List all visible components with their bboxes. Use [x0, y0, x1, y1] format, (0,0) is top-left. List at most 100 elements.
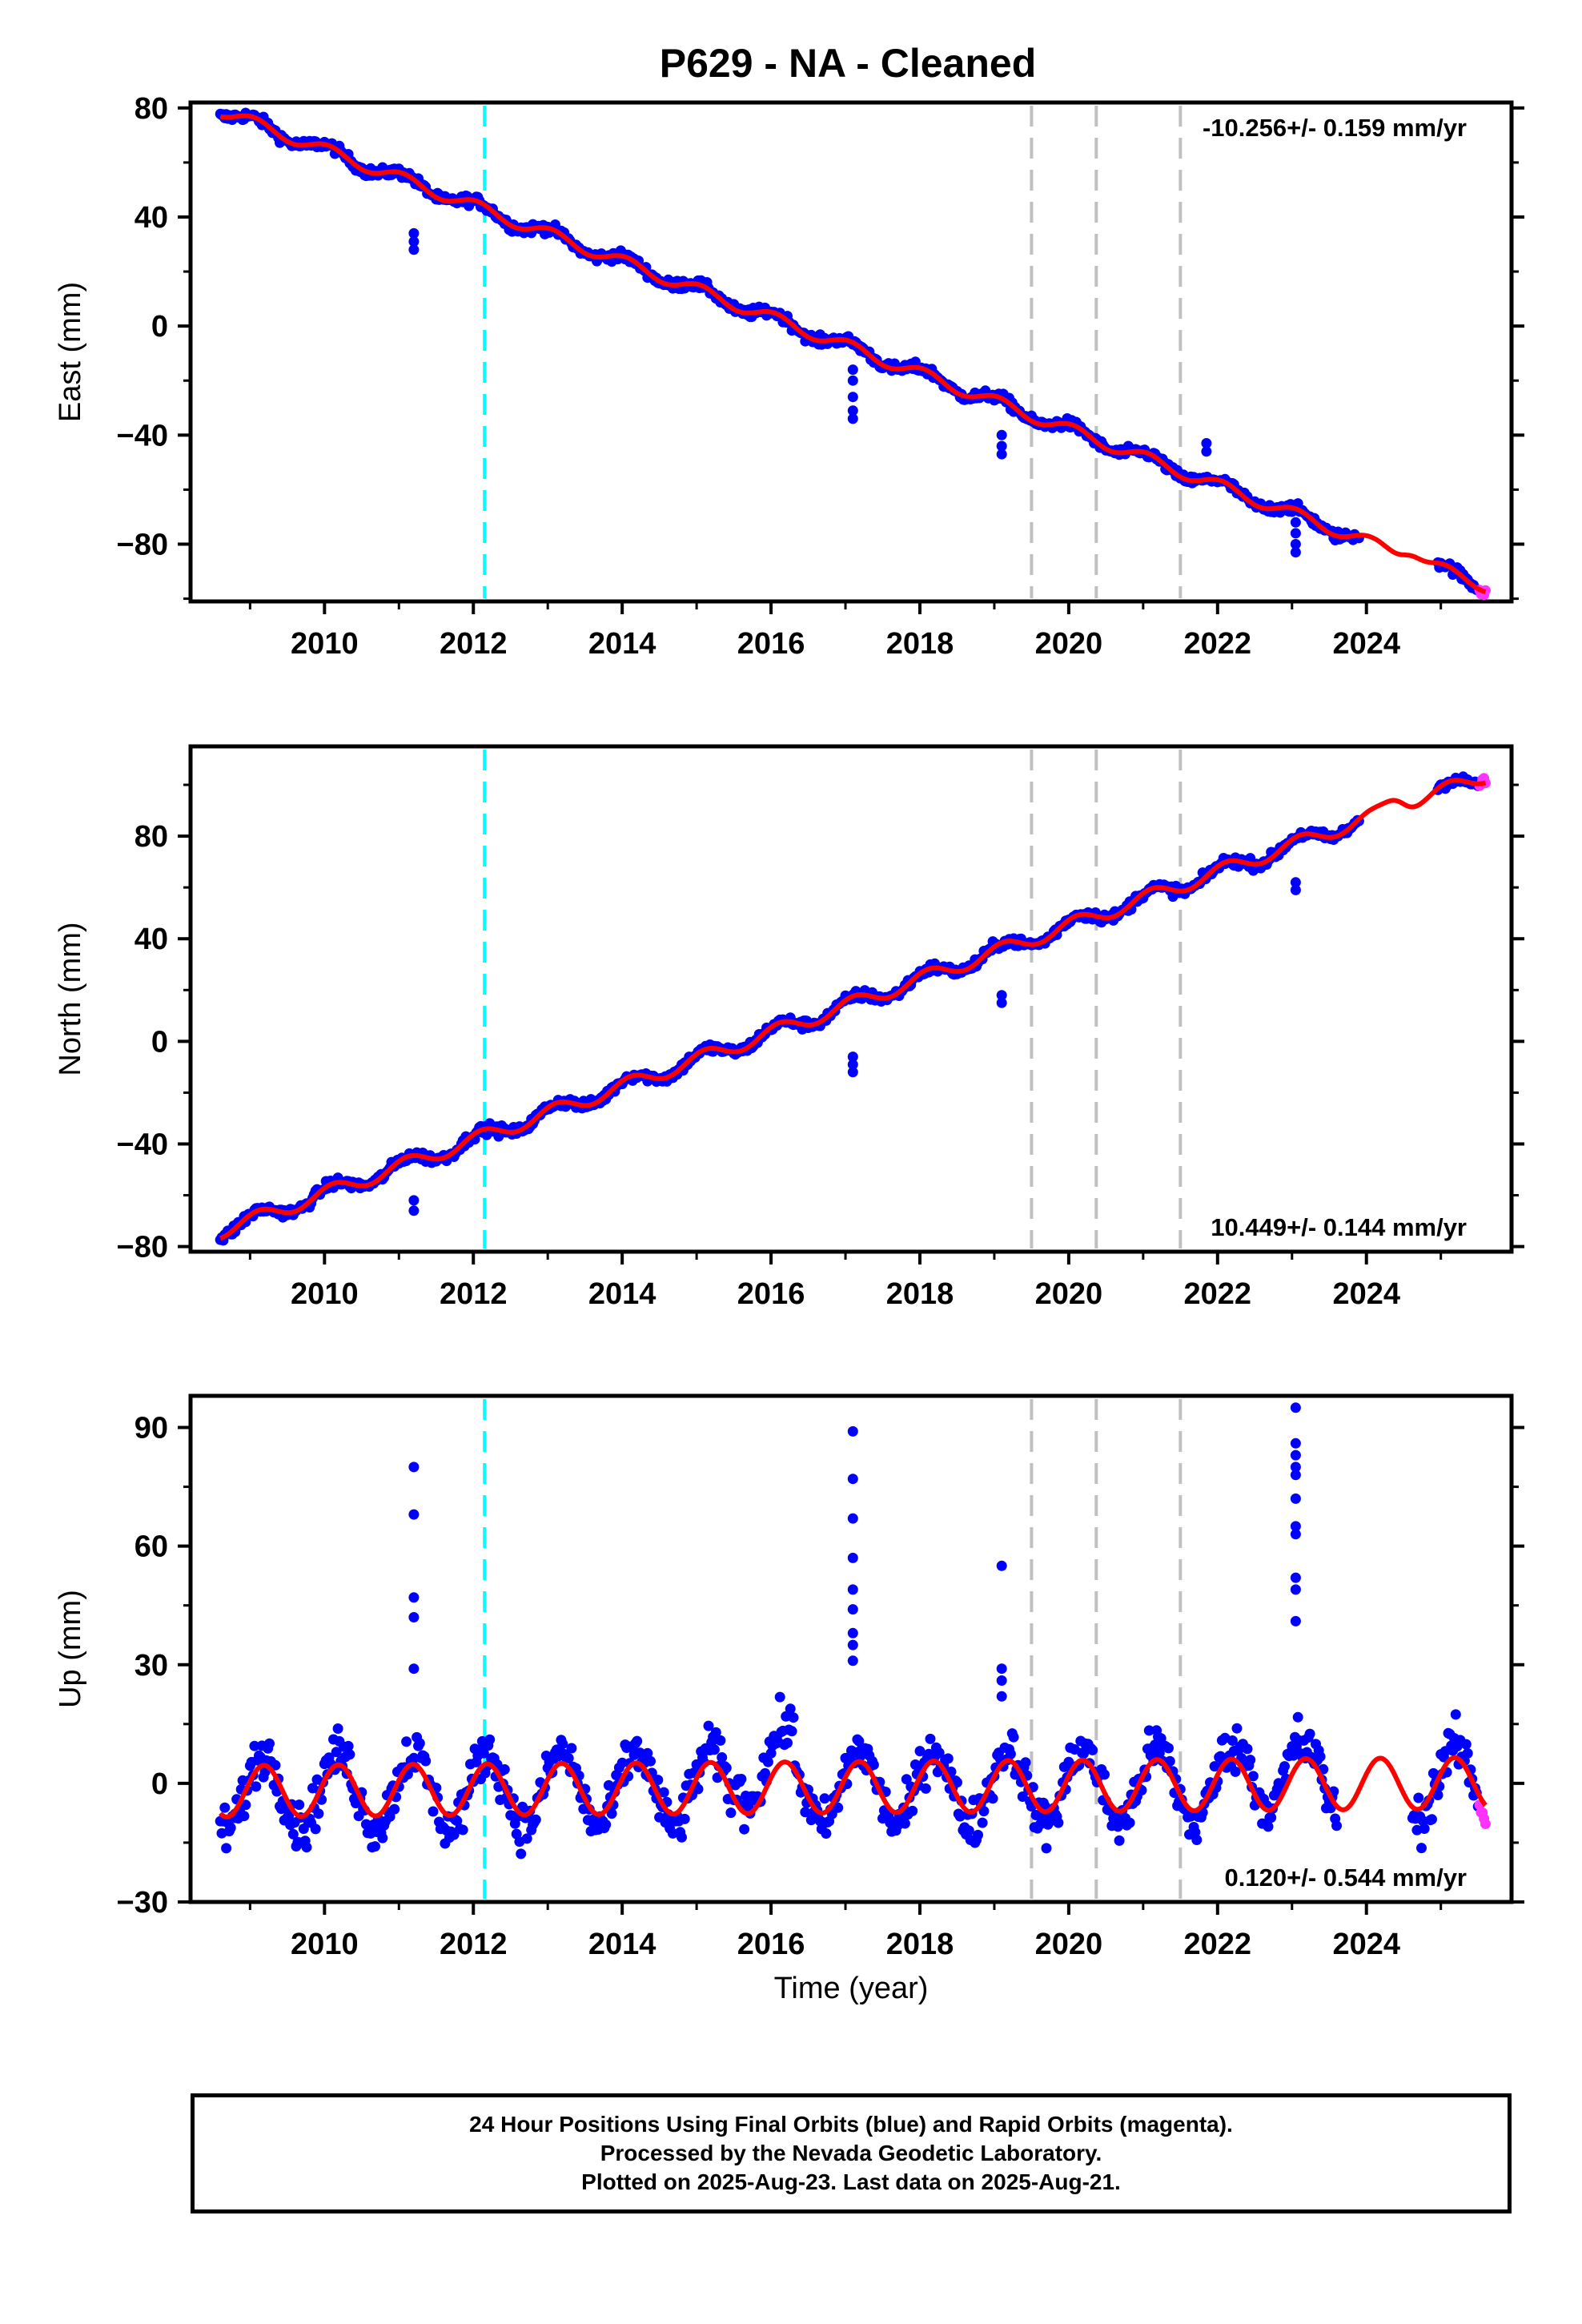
outlier-point [408, 1592, 420, 1603]
final-orbit-point [760, 1767, 771, 1779]
model-curve [219, 1755, 1488, 1819]
x-tick-label: 2016 [737, 1277, 805, 1311]
outlier-point [847, 1655, 858, 1667]
outlier-point [996, 1691, 1007, 1702]
plot-frame [188, 1393, 1514, 1904]
final-orbit-point [298, 1823, 309, 1835]
y-tick-label: −40 [117, 419, 168, 452]
outlier-point [996, 448, 1007, 460]
final-orbit-point [709, 1744, 720, 1755]
x-axis-label: Time (year) [774, 1972, 929, 2005]
final-orbit-point [1020, 1757, 1031, 1768]
final-orbit-point [600, 1819, 612, 1830]
x-tick-label: 2022 [1184, 1928, 1252, 1961]
final-orbit-point [521, 1833, 532, 1844]
outlier-point [847, 1604, 858, 1615]
final-orbit-point [249, 1740, 260, 1751]
final-orbit-point [1191, 1835, 1203, 1845]
y-axis-label: Up (mm) [54, 1590, 87, 1708]
outlier-point [847, 1067, 858, 1078]
final-orbit-point [563, 1753, 574, 1763]
outlier-point [408, 1663, 420, 1675]
final-orbit-point [251, 1781, 262, 1792]
x-tick-label: 2024 [1332, 1277, 1400, 1311]
outlier-point [408, 1509, 420, 1520]
caption-line-1: 24 Hour Positions Using Final Orbits (bl… [469, 2112, 1233, 2137]
outlier-point [1290, 1615, 1301, 1626]
outlier-point [847, 1513, 858, 1524]
outlier-point [1290, 517, 1301, 528]
outlier-point [408, 244, 420, 255]
final-orbit-point [566, 1743, 577, 1754]
final-orbit-point [973, 1829, 983, 1840]
final-orbit-point [1416, 1843, 1427, 1854]
final-orbit-point [715, 1735, 726, 1746]
final-orbit-point [219, 1802, 231, 1813]
final-orbit-point [452, 1815, 463, 1827]
panel-east: 80 40 0 −40 −80 2010 2012 2014 2016 2018 2020 2022 2… [54, 92, 1524, 661]
x-tick-label: 2010 [291, 1277, 359, 1311]
outlier-point [408, 1462, 420, 1473]
outlier-point [1290, 1449, 1301, 1461]
outlier-point [1290, 547, 1301, 558]
final-orbit-point [710, 1727, 721, 1738]
final-orbit-point [632, 1735, 643, 1747]
y-tick-label: 80 [135, 820, 168, 854]
x-tick-label: 2020 [1035, 1928, 1103, 1961]
final-orbit-point [1114, 1835, 1125, 1846]
final-orbit-point [1005, 1748, 1016, 1759]
panels: 80 40 0 −40 −80 2010 2012 2014 2016 2018 2020 2022 2… [54, 92, 1524, 1961]
velocity-annotation: 10.449+/- 0.144 mm/yr [1211, 1213, 1467, 1241]
y-tick-label: 90 [135, 1412, 168, 1445]
outlier-point [847, 1552, 858, 1563]
final-orbit-point [557, 1739, 568, 1750]
outlier-point [847, 375, 858, 386]
x-tick-label: 2018 [886, 1928, 954, 1961]
x-tick-label: 2012 [440, 1928, 508, 1961]
y-tick-label: 80 [135, 92, 168, 126]
x-tick-label: 2022 [1184, 1277, 1252, 1311]
caption-box: 24 Hour Positions Using Final Orbits (bl… [191, 2093, 1512, 2213]
final-orbit-point [721, 1763, 732, 1774]
final-orbit-point [1419, 1823, 1430, 1834]
final-orbit-point [478, 1747, 489, 1759]
final-orbit-point [925, 1733, 936, 1744]
final-orbit-point [1315, 1751, 1326, 1762]
final-orbit-point [739, 1823, 750, 1835]
y-axis-label: North (mm) [54, 922, 87, 1076]
final-orbit-point [736, 1774, 747, 1784]
x-tick-label: 2018 [886, 627, 954, 661]
final-orbit-point [389, 1803, 400, 1815]
final-orbit-point [343, 1740, 354, 1751]
final-orbit-point [408, 1752, 420, 1763]
outlier-point [847, 1425, 858, 1437]
final-orbit-point [987, 1793, 998, 1804]
model-curve [219, 113, 1487, 594]
final-orbit-point [1460, 1739, 1472, 1750]
final-orbit-point [920, 1783, 931, 1794]
final-orbit-point [414, 1738, 425, 1749]
outlier-point [1290, 539, 1301, 549]
outlier-point [408, 1612, 420, 1622]
final-orbit-point [833, 1802, 844, 1813]
final-orbit-point [370, 1841, 380, 1852]
final-orbit-point [1450, 1709, 1461, 1720]
x-tick-label: 2014 [588, 1277, 656, 1311]
y-axis-label: East (mm) [54, 282, 87, 422]
final-orbit-point [516, 1848, 527, 1860]
x-tick-label: 2010 [291, 627, 359, 661]
final-orbit-point [1263, 1821, 1274, 1832]
final-orbit-point [616, 1757, 628, 1768]
outlier-point [996, 1663, 1007, 1675]
final-orbit-point [1231, 1723, 1243, 1734]
data-points [215, 771, 1491, 1246]
y-tick-label: −80 [117, 529, 168, 562]
x-tick-label: 2014 [588, 1928, 656, 1961]
plot-frame [188, 100, 1514, 604]
final-orbit-point [1304, 1728, 1315, 1739]
outlier-point [847, 1051, 858, 1063]
data-points [215, 107, 1491, 601]
x-tick-label: 2024 [1332, 1928, 1400, 1961]
final-orbit-point [420, 1755, 432, 1767]
